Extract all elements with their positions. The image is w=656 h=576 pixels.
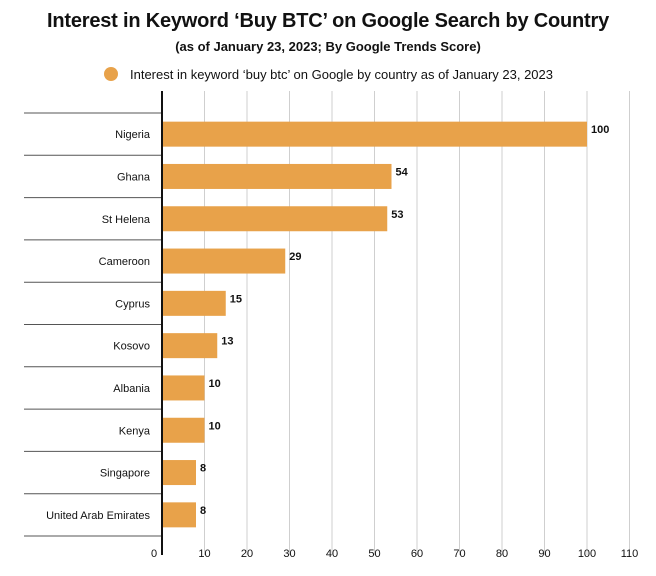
- category-label: United Arab Emirates: [46, 510, 150, 522]
- x-tick-label: 40: [326, 548, 338, 560]
- category-label: Singapore: [100, 468, 150, 480]
- category-label: St Helena: [102, 214, 151, 226]
- x-tick-label: 70: [453, 548, 465, 560]
- category-label: Kosovo: [113, 341, 150, 353]
- x-tick-label: 100: [578, 548, 596, 560]
- category-label: Cameroon: [99, 256, 150, 268]
- legend: Interest in keyword ‘buy btc’ on Google …: [104, 64, 553, 84]
- x-tick-label: 50: [368, 548, 380, 560]
- chart-title: Interest in Keyword ‘Buy BTC’ on Google …: [46, 10, 610, 32]
- data-label: 13: [221, 336, 233, 348]
- bar: [162, 248, 286, 274]
- category-label: Cyprus: [115, 298, 150, 310]
- x-tick-label: 90: [538, 548, 550, 560]
- x-tick-label: 20: [241, 548, 253, 560]
- data-label: 53: [391, 209, 403, 221]
- data-label: 29: [289, 251, 301, 263]
- legend-swatch: [104, 67, 118, 81]
- bar: [162, 417, 205, 443]
- bar: [162, 375, 205, 401]
- bar: [162, 121, 587, 147]
- data-label: 8: [200, 463, 206, 475]
- bar: [162, 290, 226, 316]
- chart-subtitle: (as of January 23, 2023; By Google Trend…: [175, 39, 481, 54]
- category-label: Ghana: [117, 171, 151, 183]
- category-label: Albania: [113, 383, 151, 395]
- legend-label: Interest in keyword ‘buy btc’ on Google …: [130, 66, 553, 82]
- x-tick-label: 30: [283, 548, 295, 560]
- data-label: 8: [200, 505, 206, 517]
- x-tick-label: 110: [621, 548, 639, 560]
- x-tick-label: 0: [151, 548, 157, 560]
- data-label: 54: [396, 166, 409, 178]
- bar: [162, 333, 218, 359]
- category-label: Nigeria: [115, 129, 151, 141]
- category-label: Kenya: [119, 425, 151, 437]
- x-tick-label: 80: [496, 548, 508, 560]
- x-tick-label: 10: [198, 548, 210, 560]
- bar: [162, 502, 196, 528]
- x-tick-label: 60: [411, 548, 423, 560]
- data-label: 15: [230, 293, 242, 305]
- data-label: 10: [209, 420, 221, 432]
- bar: [162, 206, 388, 232]
- data-label: 10: [209, 378, 221, 390]
- bar: [162, 460, 196, 486]
- data-label: 100: [591, 124, 609, 136]
- bar: [162, 163, 392, 189]
